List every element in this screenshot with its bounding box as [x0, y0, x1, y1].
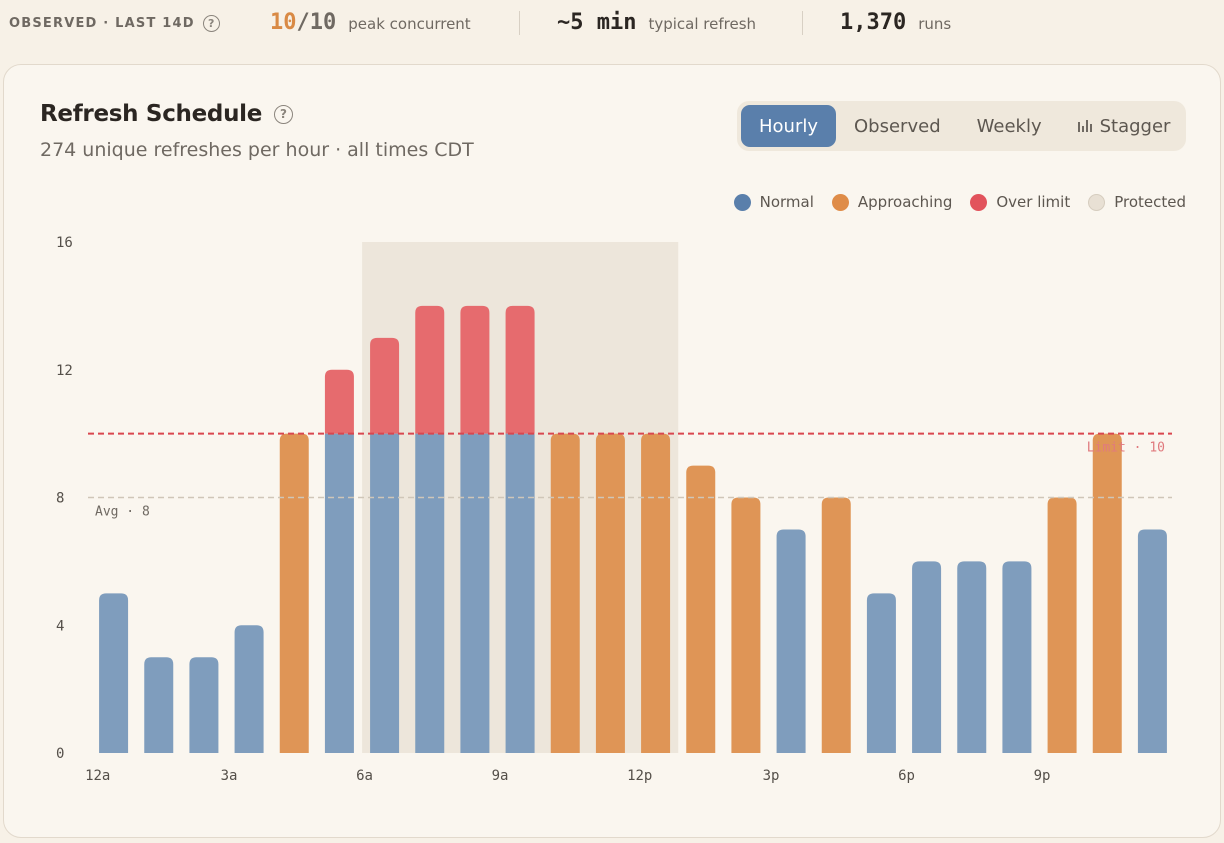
tab-label: Stagger — [1099, 115, 1171, 137]
x-tick-label: 12p — [627, 768, 652, 784]
y-tick-label: 0 — [56, 746, 64, 762]
bar-normal — [144, 657, 174, 753]
average-label: Avg · 8 — [95, 505, 150, 520]
peak-value: 10 — [270, 10, 297, 35]
bar-approaching — [731, 497, 761, 753]
bar-approaching — [686, 465, 716, 753]
bar-stagger-icon — [1077, 120, 1092, 132]
legend-label: Protected — [1114, 193, 1186, 211]
stats-divider — [802, 11, 803, 35]
help-icon[interactable]: ? — [274, 104, 294, 124]
bar-over-segment — [370, 337, 400, 434]
observed-window-text: OBSERVED · LAST 14D — [9, 16, 195, 31]
x-tick-label: 6p — [898, 768, 915, 784]
y-tick-label: 12 — [56, 363, 73, 379]
legend-item-over-limit: Over limit — [970, 193, 1070, 211]
limit-label: Limit · 10 — [1087, 441, 1165, 456]
runs-stat: 1,370 runs — [840, 10, 951, 35]
tab-label: Weekly — [976, 115, 1042, 137]
bar-over-segment — [460, 305, 490, 434]
legend-item-normal: Normal — [733, 193, 814, 211]
observed-window-label: OBSERVED · LAST 14D ? — [9, 15, 220, 32]
bar-normal-segment — [324, 433, 354, 753]
y-tick-label: 4 — [56, 618, 64, 634]
legend-label: Normal — [759, 193, 814, 211]
peak-concurrent-desc: peak concurrent — [348, 15, 471, 33]
legend-swatch — [970, 193, 988, 211]
bar-normal — [912, 561, 942, 753]
x-tick-label: 3p — [763, 768, 780, 784]
y-tick-label: 8 — [56, 491, 64, 507]
bar-normal-segment — [370, 433, 400, 753]
x-tick-label: 9a — [492, 768, 509, 784]
legend-swatch — [831, 193, 849, 211]
tab-stagger[interactable]: Stagger — [1060, 105, 1189, 147]
x-tick-label: 9p — [1034, 768, 1051, 784]
stats-bar: OBSERVED · LAST 14D ? 10/10 peak concurr… — [0, 0, 1224, 48]
runs-desc: runs — [918, 15, 952, 33]
legend-item-approaching: Approaching — [831, 193, 953, 211]
x-tick-label: 12a — [85, 768, 110, 784]
tab-observed[interactable]: Observed — [836, 105, 959, 147]
card-title-text: Refresh Schedule — [40, 101, 263, 127]
bar-normal-segment — [415, 433, 445, 753]
bar-normal-segment — [460, 433, 490, 753]
bar-normal — [99, 593, 129, 753]
chart-legend: Normal Approaching Over limit Protected — [733, 193, 1186, 211]
bar-normal — [234, 625, 264, 753]
refresh-value: ~5 min — [557, 10, 637, 35]
bar-approaching — [595, 433, 625, 753]
bar-normal — [189, 657, 219, 753]
bar-normal — [1137, 529, 1167, 753]
view-toggle: Hourly Observed Weekly Stagger — [737, 101, 1186, 151]
refresh-stat: ~5 min typical refresh — [557, 10, 756, 35]
stats-divider — [519, 11, 520, 35]
bar-normal — [957, 561, 987, 753]
legend-label: Over limit — [996, 193, 1071, 211]
y-tick-label: 16 — [56, 235, 73, 251]
bar-approaching — [641, 433, 671, 753]
bar-normal — [866, 593, 896, 753]
help-icon[interactable]: ? — [202, 15, 220, 32]
bar-approaching — [1047, 497, 1077, 753]
refresh-desc: typical refresh — [648, 15, 757, 33]
tab-label: Observed — [854, 115, 941, 137]
peak-separator: / — [296, 10, 310, 35]
bar-normal-segment — [505, 433, 535, 753]
legend-swatch — [733, 193, 751, 211]
peak-max: 10 — [309, 10, 337, 35]
bar-normal — [1002, 561, 1032, 753]
x-tick-label: 3a — [221, 768, 238, 784]
card-title: Refresh Schedule ? — [40, 101, 294, 127]
tab-hourly[interactable]: Hourly — [741, 105, 837, 147]
tab-label: Hourly — [759, 115, 819, 137]
tab-weekly[interactable]: Weekly — [959, 105, 1060, 147]
bar-approaching — [550, 433, 580, 753]
bar-approaching — [279, 433, 309, 753]
bar-normal — [776, 529, 806, 753]
bar-approaching — [1092, 433, 1122, 753]
legend-item-protected: Protected — [1088, 193, 1186, 211]
bar-over-segment — [415, 305, 445, 434]
bar-over-segment — [505, 305, 535, 434]
x-tick-label: 6a — [356, 768, 373, 784]
bar-over-segment — [324, 369, 354, 434]
runs-value: 1,370 — [840, 10, 907, 35]
peak-concurrent-stat: 10/10 peak concurrent — [270, 10, 471, 35]
legend-swatch — [1088, 193, 1106, 211]
bar-approaching — [821, 497, 851, 753]
card-subtitle: 274 unique refreshes per hour · all time… — [40, 139, 474, 161]
legend-label: Approaching — [857, 193, 953, 211]
peak-concurrent-value: 10/10 — [270, 10, 336, 35]
